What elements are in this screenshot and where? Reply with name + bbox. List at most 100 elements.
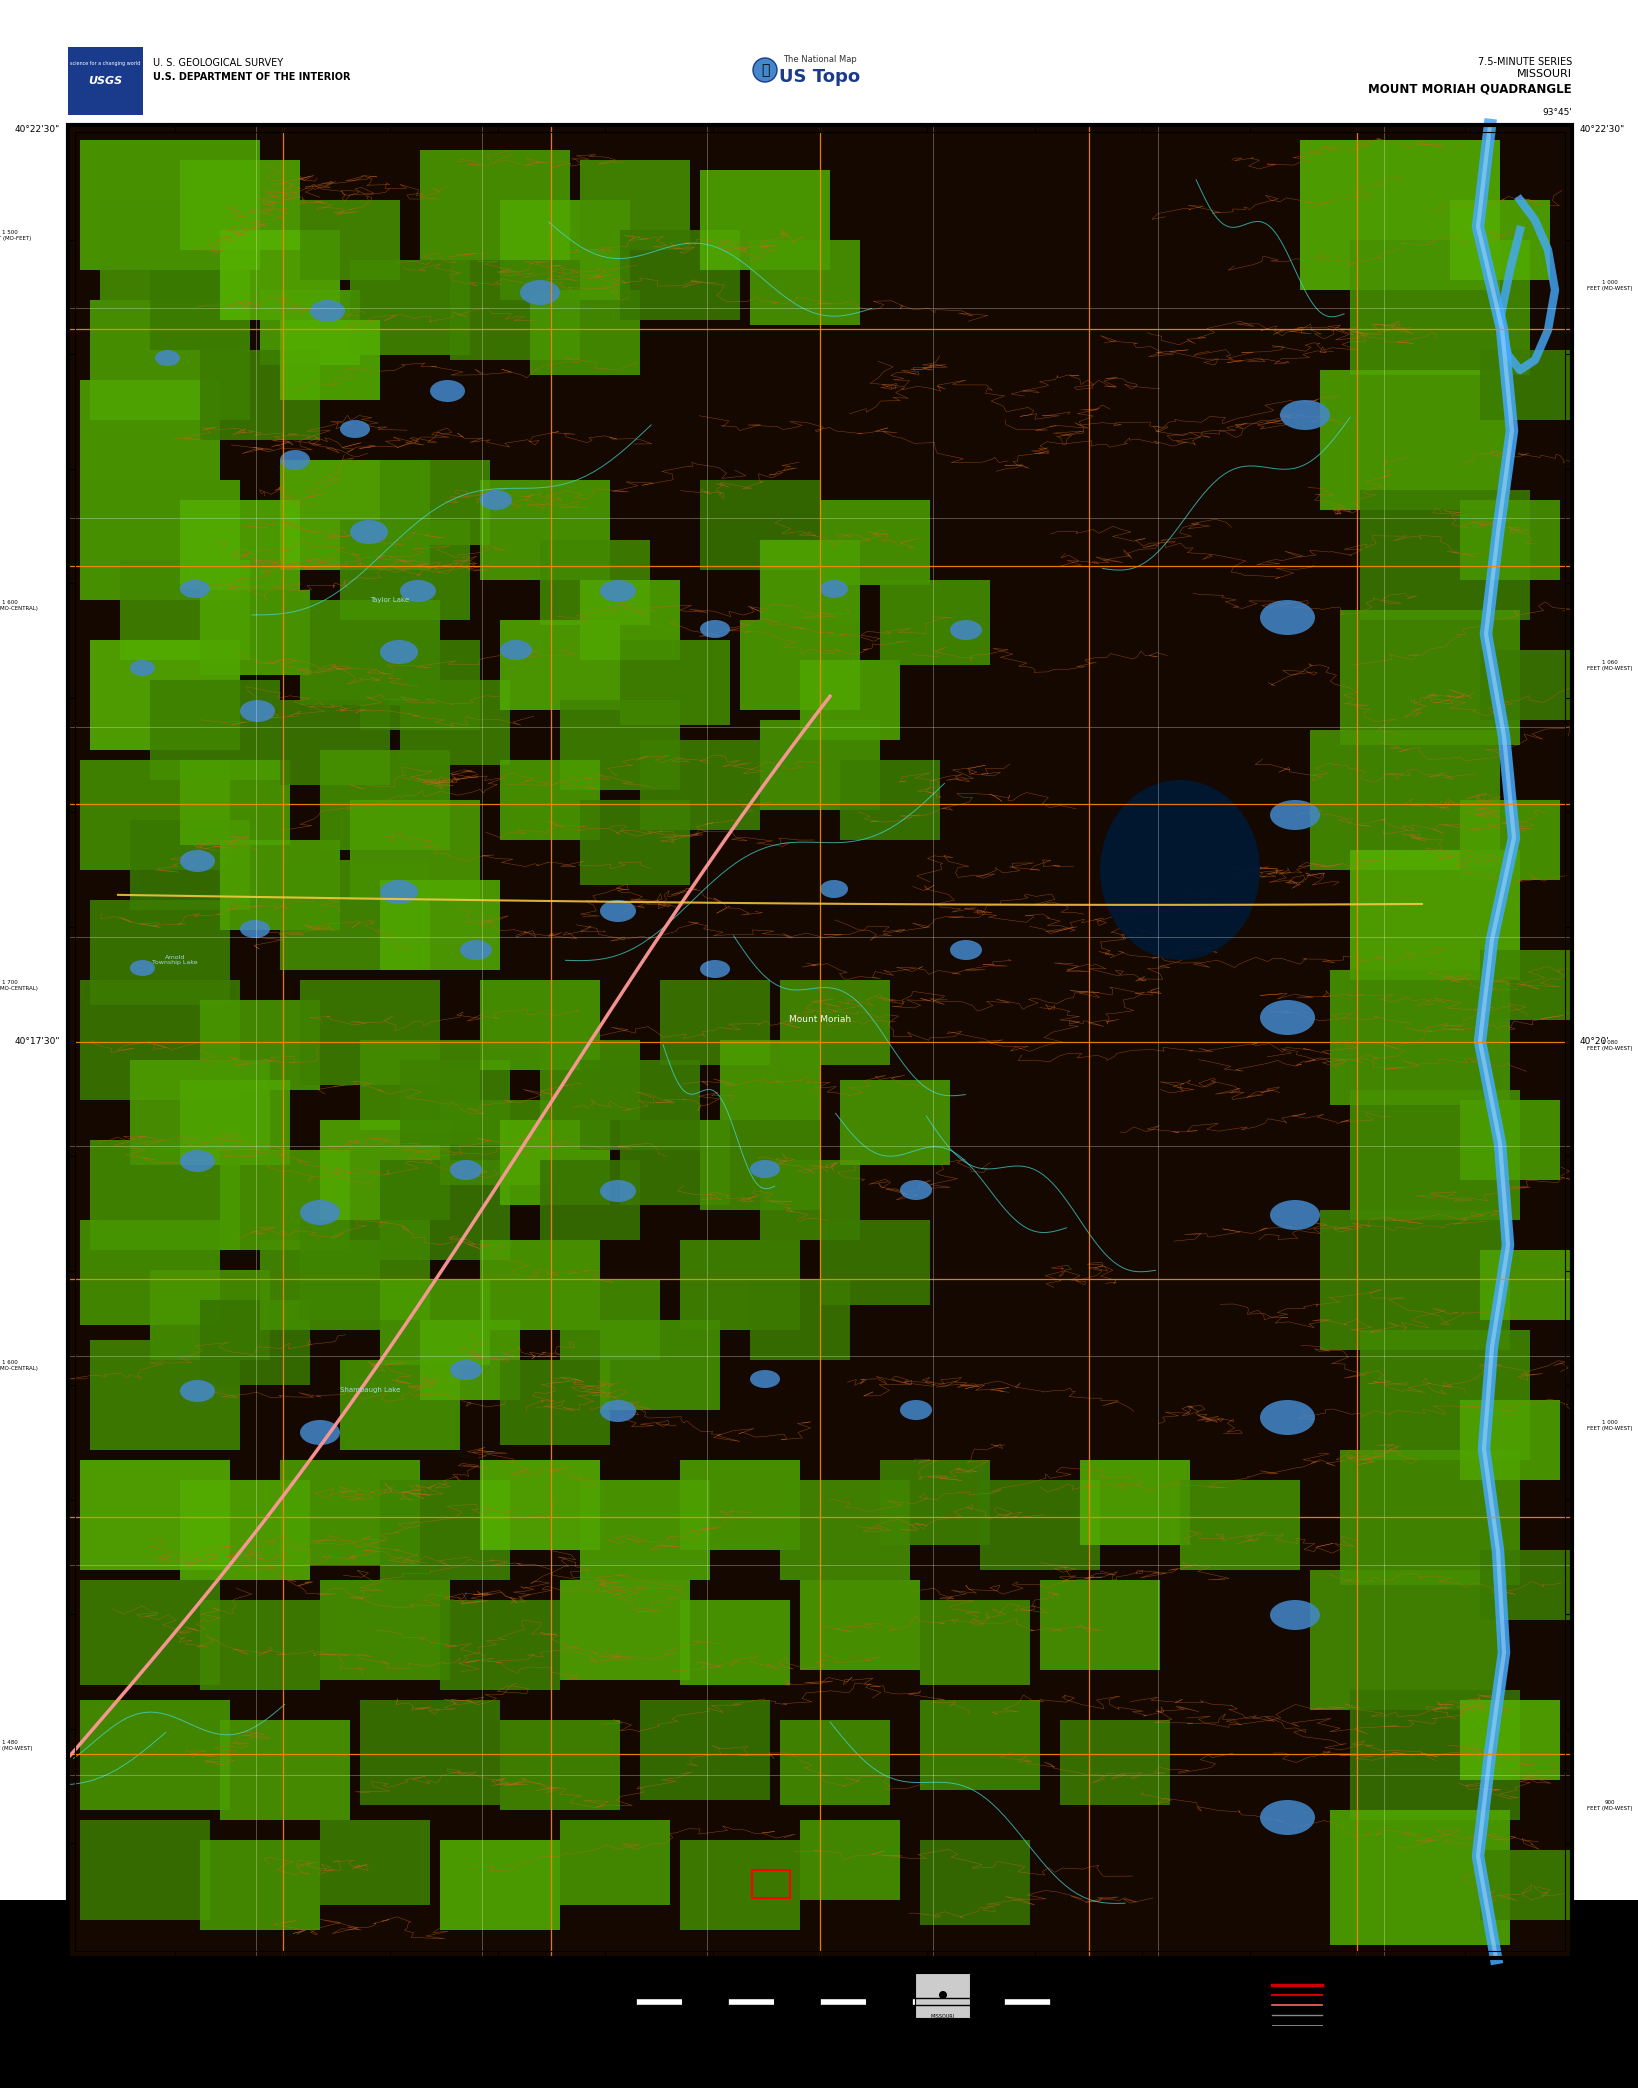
Bar bbox=[1360, 1330, 1530, 1460]
Ellipse shape bbox=[899, 1180, 932, 1201]
Text: 93°45': 93°45' bbox=[1541, 1967, 1572, 1975]
Ellipse shape bbox=[351, 520, 388, 545]
Bar bbox=[120, 560, 251, 660]
Bar bbox=[500, 200, 631, 301]
Bar bbox=[75, 132, 1564, 1950]
Bar bbox=[580, 800, 690, 885]
Bar bbox=[799, 1821, 899, 1900]
Bar bbox=[280, 1460, 419, 1566]
Bar bbox=[1350, 850, 1520, 979]
Bar bbox=[480, 1240, 600, 1330]
Bar bbox=[1350, 1090, 1520, 1219]
Bar bbox=[1179, 1480, 1301, 1570]
Bar bbox=[636, 1998, 681, 2004]
Bar bbox=[80, 1821, 210, 1921]
Text: Taylor Lake: Taylor Lake bbox=[370, 597, 410, 603]
Bar bbox=[280, 860, 431, 971]
Ellipse shape bbox=[899, 1399, 932, 1420]
Text: 1 700
FEET (MO-CENTRAL): 1 700 FEET (MO-CENTRAL) bbox=[0, 979, 38, 992]
Bar bbox=[319, 750, 450, 850]
Bar bbox=[1459, 800, 1559, 879]
Bar bbox=[680, 1460, 799, 1549]
Ellipse shape bbox=[156, 351, 180, 365]
Circle shape bbox=[753, 58, 776, 81]
Text: Mount Moriah: Mount Moriah bbox=[790, 1015, 852, 1025]
Text: MOUNT MORIAH QUADRANGLE: MOUNT MORIAH QUADRANGLE bbox=[1368, 84, 1572, 96]
Ellipse shape bbox=[699, 620, 731, 639]
Bar bbox=[580, 580, 680, 660]
Text: Produced by the United States Geological Survey: Produced by the United States Geological… bbox=[69, 1973, 256, 1982]
Ellipse shape bbox=[600, 1399, 636, 1422]
Bar bbox=[280, 699, 390, 785]
Ellipse shape bbox=[180, 1380, 215, 1401]
Bar bbox=[180, 1480, 310, 1581]
Bar bbox=[1320, 1211, 1510, 1351]
Bar bbox=[219, 839, 341, 929]
Bar bbox=[1481, 1549, 1569, 1620]
Ellipse shape bbox=[129, 660, 156, 677]
Text: 10,000-meter Universal Transverse Mercator Zone 15T: 10,000-meter Universal Transverse Mercat… bbox=[69, 2004, 239, 2011]
Bar bbox=[300, 1219, 431, 1320]
Text: 1 500
FEET (MO-FEET): 1 500 FEET (MO-FEET) bbox=[0, 230, 31, 240]
Bar bbox=[1459, 1399, 1559, 1480]
Text: N: N bbox=[506, 1973, 514, 1984]
Ellipse shape bbox=[699, 960, 731, 977]
Bar bbox=[1481, 351, 1569, 420]
Ellipse shape bbox=[341, 420, 370, 438]
Bar bbox=[500, 1119, 609, 1205]
Circle shape bbox=[939, 1992, 947, 1998]
Bar bbox=[740, 620, 860, 710]
Text: 40°22'30": 40°22'30" bbox=[15, 125, 61, 134]
Bar bbox=[380, 879, 500, 971]
Bar bbox=[200, 1301, 310, 1384]
Ellipse shape bbox=[500, 641, 532, 660]
Ellipse shape bbox=[1260, 1399, 1315, 1434]
Bar bbox=[580, 1061, 699, 1150]
Bar bbox=[760, 541, 860, 620]
Bar bbox=[1060, 1721, 1170, 1804]
Bar bbox=[775, 1998, 821, 2004]
Bar bbox=[560, 1821, 670, 1904]
Text: Local Road: Local Road bbox=[1327, 2013, 1361, 2017]
Bar bbox=[780, 979, 889, 1065]
Ellipse shape bbox=[460, 940, 491, 960]
Ellipse shape bbox=[600, 580, 636, 601]
Bar bbox=[360, 1040, 480, 1130]
Bar bbox=[419, 150, 570, 261]
Ellipse shape bbox=[1279, 401, 1330, 430]
Bar bbox=[441, 1840, 560, 1929]
Bar bbox=[541, 541, 650, 624]
Bar bbox=[380, 1280, 490, 1366]
Ellipse shape bbox=[1101, 781, 1260, 960]
Bar bbox=[80, 480, 241, 599]
Bar bbox=[1330, 1810, 1510, 1946]
Ellipse shape bbox=[600, 900, 636, 923]
Bar bbox=[380, 1480, 509, 1581]
Bar bbox=[1310, 1570, 1500, 1710]
Bar bbox=[799, 660, 899, 739]
Text: 7.5-MINUTE SERIES: 7.5-MINUTE SERIES bbox=[1477, 56, 1572, 67]
Bar bbox=[500, 620, 621, 710]
Bar bbox=[660, 979, 770, 1065]
Bar bbox=[400, 681, 509, 764]
Text: The National Map: The National Map bbox=[783, 56, 857, 65]
Ellipse shape bbox=[241, 699, 275, 722]
Text: State Road: State Road bbox=[1327, 2002, 1361, 2007]
Bar bbox=[640, 1700, 770, 1800]
Text: US Route: US Route bbox=[1327, 1992, 1356, 1998]
Text: Shambaugh Lake: Shambaugh Lake bbox=[339, 1386, 400, 1393]
Bar bbox=[480, 480, 609, 580]
Bar bbox=[219, 230, 341, 319]
Bar bbox=[880, 1460, 989, 1545]
Bar bbox=[721, 1040, 821, 1119]
Text: SCALE 1:24 000: SCALE 1:24 000 bbox=[768, 1977, 871, 1992]
Bar bbox=[560, 699, 680, 789]
Bar bbox=[699, 1119, 821, 1211]
Bar bbox=[760, 1161, 860, 1240]
Bar bbox=[380, 459, 490, 545]
Bar bbox=[680, 1599, 790, 1685]
Ellipse shape bbox=[300, 1420, 341, 1445]
Bar bbox=[1360, 491, 1530, 620]
Text: MISSOURI: MISSOURI bbox=[1517, 69, 1572, 79]
Ellipse shape bbox=[180, 850, 215, 873]
